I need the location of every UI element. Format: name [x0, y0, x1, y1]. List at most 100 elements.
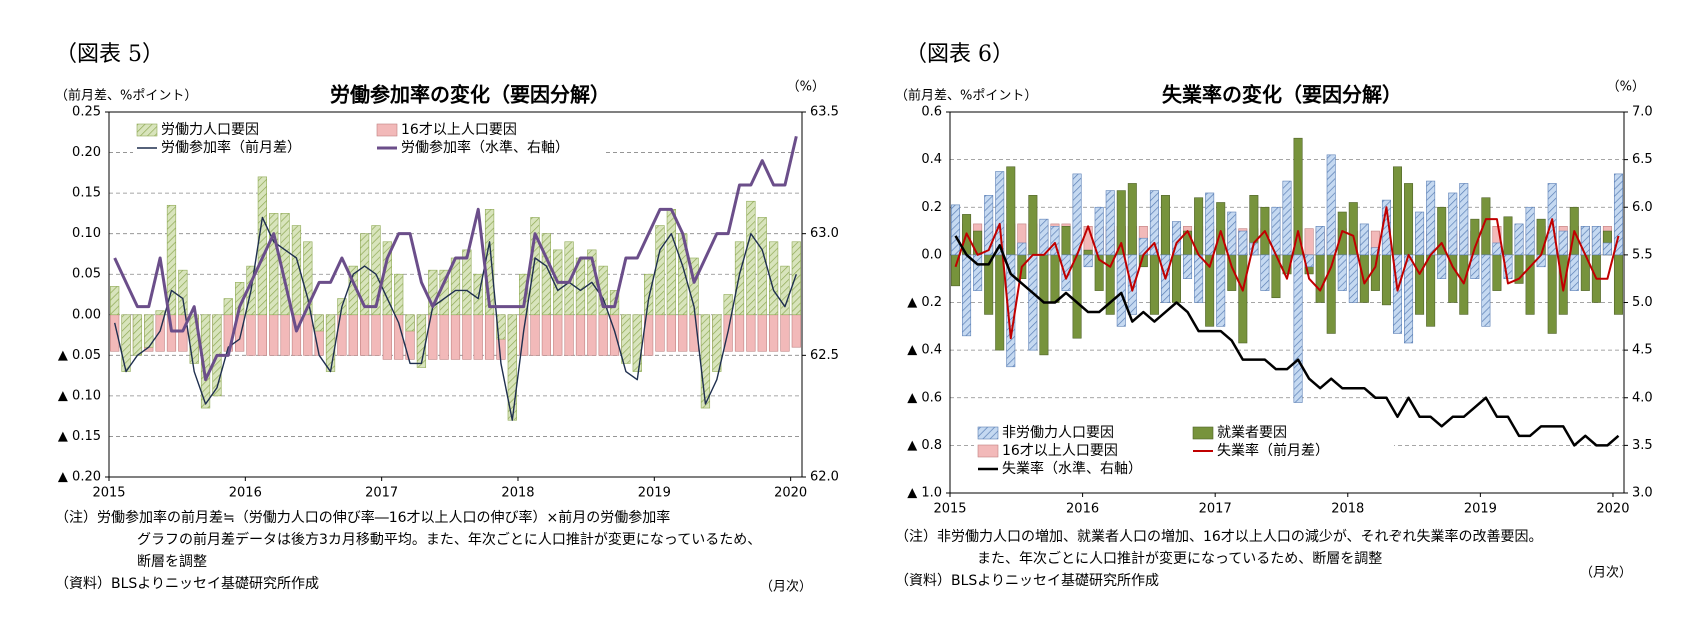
- y-tick-label: ▲ 0.10: [58, 388, 101, 403]
- bar: [519, 273, 529, 316]
- bar: [1591, 226, 1601, 256]
- x-tick-label: 2015: [92, 486, 125, 501]
- bar: [1404, 254, 1414, 344]
- bar: [110, 286, 120, 316]
- bar: [1304, 228, 1314, 256]
- bar: [723, 294, 733, 316]
- y-tick-label: 0.10: [72, 226, 101, 241]
- bar: [1238, 254, 1248, 344]
- legend-label: 失業率（前月差）: [1217, 442, 1329, 459]
- x-tick-label: 2015: [933, 502, 966, 517]
- y-axis-label: （前月差、%ポイント）: [55, 88, 197, 104]
- bar: [484, 314, 495, 360]
- bar: [700, 314, 711, 409]
- y2-tick-label: 5.0: [1632, 295, 1653, 310]
- bar: [291, 225, 302, 316]
- y-tick-label: 0.05: [72, 267, 101, 282]
- y-tick-label: 0.2: [921, 200, 942, 215]
- bar: [746, 200, 756, 316]
- bar: [1194, 254, 1204, 303]
- bar: [1415, 211, 1425, 256]
- bar: [1006, 166, 1016, 256]
- bar: [462, 314, 472, 360]
- x-tick-label: 2016: [229, 486, 262, 501]
- y2-tick-label: 4.5: [1632, 343, 1653, 358]
- x-tick-label: 2016: [1066, 502, 1099, 517]
- bar: [1481, 254, 1491, 327]
- y-tick-label: 0.00: [72, 307, 101, 322]
- y2-tick-label: 62.5: [810, 348, 839, 363]
- line-series: [954, 235, 1620, 447]
- bar: [371, 314, 381, 356]
- bar: [1558, 230, 1568, 256]
- bar: [1216, 254, 1226, 327]
- x-tick-label: 2019: [638, 486, 671, 501]
- bar: [1459, 183, 1469, 256]
- bar: [1127, 254, 1137, 315]
- plot-frame: [949, 111, 1625, 494]
- bar: [462, 249, 472, 316]
- y-tick-label: ▲ 0.8: [907, 438, 942, 453]
- y-tick-label: ▲ 1.0: [907, 486, 942, 501]
- legend-label: 労働参加率（水準、右軸）: [401, 139, 569, 156]
- bar: [1149, 254, 1159, 315]
- legend-label: 非労働力人口要因: [1002, 425, 1114, 441]
- bar: [223, 298, 233, 316]
- x-tick-label: 2017: [1199, 502, 1232, 517]
- bar: [1492, 242, 1502, 256]
- x-tick-label: 2020: [774, 486, 807, 501]
- x-tick-label: 2019: [1464, 502, 1497, 517]
- bar: [1050, 254, 1060, 303]
- note: （注）労働参加率の前月差≒（労働力人口の伸び率―16才以上人口の伸び率）×前月の…: [55, 509, 670, 526]
- x-axis-label: （月次）: [760, 579, 812, 595]
- bar: [530, 217, 540, 316]
- bar: [1227, 211, 1237, 256]
- bar: [1028, 254, 1038, 351]
- bar: [1613, 173, 1623, 256]
- bar: [1083, 254, 1093, 268]
- line-series: [113, 216, 797, 421]
- bar: [496, 314, 506, 340]
- bar: [1282, 180, 1292, 256]
- bar: [951, 204, 961, 256]
- note: グラフの前月差データは後方3カ月移動平均。また、年次ごとに人口推計が変更になって…: [137, 531, 761, 548]
- bar: [1348, 254, 1358, 303]
- bar: [1315, 254, 1325, 303]
- bar: [371, 225, 381, 316]
- bar: [1238, 230, 1248, 256]
- bar: [1050, 226, 1060, 256]
- y-tick-label: ▲ 0.05: [58, 348, 101, 363]
- bar: [303, 241, 313, 316]
- bar: [553, 314, 563, 356]
- note: また、年次ごとに人口推計が変更になっているため、断層を調整: [977, 550, 1382, 567]
- bar: [257, 314, 267, 356]
- bar: [1547, 254, 1557, 334]
- legend-swatch: [1192, 426, 1214, 440]
- bar: [1061, 254, 1071, 291]
- y-tick-label: 0.0: [921, 247, 942, 262]
- bar: [1492, 254, 1502, 291]
- y2-tick-label: 62.0: [810, 470, 839, 485]
- legend-label: 16才以上人口要因: [1002, 443, 1118, 459]
- y-tick-label: ▲ 0.6: [907, 390, 942, 405]
- bar: [382, 314, 392, 360]
- bar: [1116, 254, 1126, 327]
- bar: [473, 273, 483, 316]
- bar: [1536, 218, 1546, 256]
- bar: [348, 314, 358, 356]
- bar: [1392, 166, 1402, 256]
- y-tick-label: ▲ 0.20: [58, 470, 101, 485]
- y2-tick-label: 63.5: [810, 105, 839, 120]
- bar: [473, 314, 483, 360]
- bar: [1415, 254, 1425, 315]
- bar: [257, 176, 267, 316]
- bar: [734, 241, 745, 316]
- legend-swatch: [977, 426, 999, 440]
- bar: [1072, 173, 1082, 256]
- legend-bg: [974, 423, 1394, 479]
- bar: [359, 233, 370, 316]
- bar: [1083, 249, 1093, 256]
- note: 断層を調整: [137, 554, 207, 570]
- y2-axis-label: （%）: [1607, 80, 1645, 95]
- y-tick-label: 0.25: [72, 105, 101, 120]
